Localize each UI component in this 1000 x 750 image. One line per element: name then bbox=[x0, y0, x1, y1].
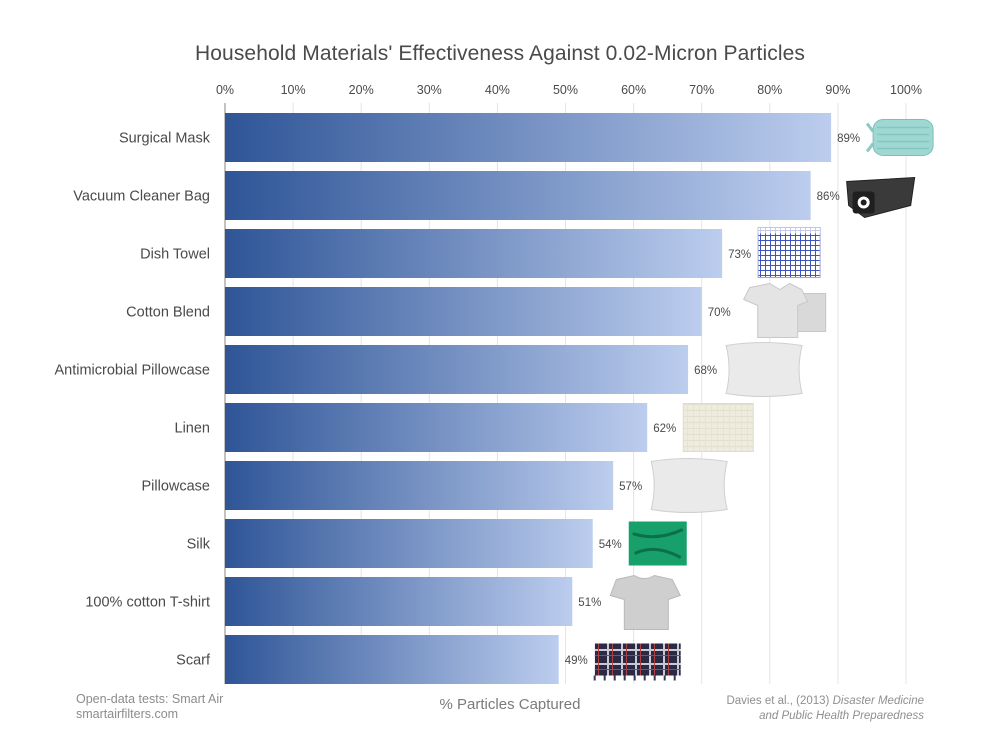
category-label: Silk bbox=[187, 537, 211, 553]
citation-journal-2: and Public Health Preparedness bbox=[759, 710, 924, 722]
value-label: 54% bbox=[599, 539, 622, 551]
bar bbox=[225, 519, 593, 568]
x-tick-label: 80% bbox=[757, 83, 782, 97]
plaid-scarf-image bbox=[593, 643, 681, 681]
value-label: 51% bbox=[578, 597, 601, 609]
bar bbox=[225, 171, 811, 220]
chart-title: Household Materials' Effectiveness Again… bbox=[195, 42, 805, 65]
bar bbox=[225, 635, 559, 684]
category-label: Pillowcase bbox=[142, 479, 211, 495]
source-note: Open-data tests: Smart Air smartairfilte… bbox=[76, 692, 223, 722]
pillow-image bbox=[725, 342, 803, 397]
x-tick-label: 70% bbox=[689, 83, 714, 97]
value-label: 68% bbox=[694, 365, 717, 377]
citation-note: Davies et al., (2013) Disaster Medicine … bbox=[726, 694, 924, 724]
silk-swatch-image bbox=[628, 521, 687, 566]
x-tick-label: 10% bbox=[281, 83, 306, 97]
category-label: Linen bbox=[175, 421, 210, 437]
vacuum-bag-image bbox=[846, 176, 916, 219]
source-line-2: smartairfilters.com bbox=[76, 707, 179, 721]
bar bbox=[225, 461, 614, 510]
value-label: 89% bbox=[837, 133, 860, 145]
bar bbox=[225, 229, 723, 278]
value-label: 73% bbox=[728, 249, 751, 261]
t-shirt-image bbox=[609, 574, 682, 630]
x-tick-label: 50% bbox=[553, 83, 578, 97]
value-label: 62% bbox=[653, 423, 676, 435]
cotton-blend-shirt-image bbox=[743, 282, 827, 338]
x-tick-label: 60% bbox=[621, 83, 646, 97]
citation-prefix: Davies et al., (2013) bbox=[726, 695, 830, 707]
bar bbox=[225, 577, 573, 626]
bar bbox=[225, 345, 689, 394]
linen-swatch-image bbox=[682, 403, 754, 452]
category-label: Scarf bbox=[176, 653, 211, 669]
dish-towel-image bbox=[757, 227, 821, 278]
category-label: Dish Towel bbox=[140, 247, 210, 263]
x-axis-label: % Particles Captured bbox=[439, 696, 581, 713]
category-label: Cotton Blend bbox=[126, 305, 210, 321]
x-tick-label: 20% bbox=[349, 83, 374, 97]
category-label: Surgical Mask bbox=[119, 131, 211, 147]
x-tick-label: 40% bbox=[485, 83, 510, 97]
bar bbox=[225, 113, 832, 162]
x-tick-label: 30% bbox=[417, 83, 442, 97]
category-label: Antimicrobial Pillowcase bbox=[54, 363, 210, 379]
x-tick-label: 90% bbox=[825, 83, 850, 97]
value-label: 57% bbox=[619, 481, 642, 493]
x-tick-label: 100% bbox=[890, 83, 922, 97]
category-label: Vacuum Cleaner Bag bbox=[73, 189, 210, 205]
surgical-mask-image bbox=[865, 119, 934, 156]
x-tick-label: 0% bbox=[216, 83, 234, 97]
value-label: 49% bbox=[565, 655, 588, 667]
bar bbox=[225, 287, 702, 336]
category-label: 100% cotton T-shirt bbox=[85, 595, 210, 611]
citation-journal-1: Disaster Medicine bbox=[832, 695, 924, 707]
pillow-image bbox=[650, 458, 728, 513]
value-label: 86% bbox=[817, 191, 840, 203]
source-line-1: Open-data tests: Smart Air bbox=[76, 692, 224, 706]
bar bbox=[225, 403, 648, 452]
value-label: 70% bbox=[708, 307, 731, 319]
